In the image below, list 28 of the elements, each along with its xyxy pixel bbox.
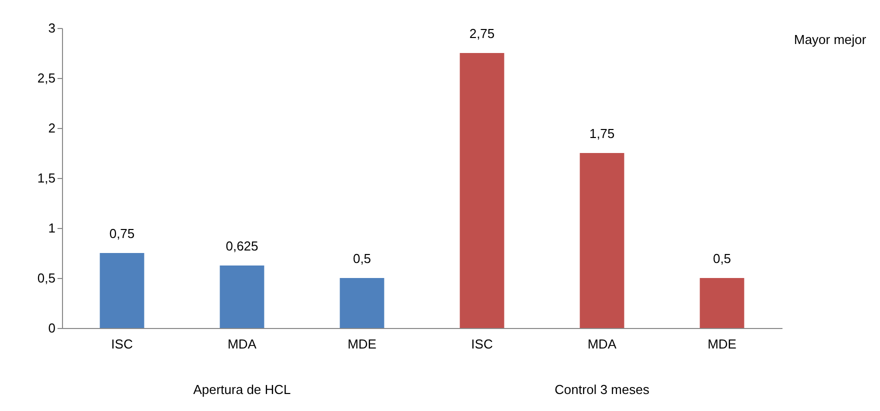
data-label: 0,5 [352,251,372,266]
y-tick-label: 3 [48,20,56,36]
text: Mayor mejor [794,32,867,47]
x-tick-label: MDE [348,336,377,352]
bar [580,153,624,328]
x-tick-label: ISC [471,336,493,352]
data-label: 2,75 [469,26,495,41]
x-tick-label: MDE [708,336,737,352]
x-tick-label: ISC [111,336,133,352]
bar [700,278,744,328]
data-label: 0,5 [712,251,732,266]
x-tick-label: MDA [228,336,257,352]
text: Apertura de HCL [193,382,291,397]
y-tick-label: 2,5 [37,70,56,86]
y-tick-label: 1,5 [37,170,56,186]
y-tick-label: 0 [48,320,56,336]
text: Control 3 meses [554,382,650,397]
data-label: 0,75 [109,226,135,241]
bar [460,53,504,328]
data-label: 1,75 [589,126,615,141]
data-label: 0,625 [226,238,258,254]
bar [100,253,144,328]
bar [220,266,264,328]
y-tick-label: 0,5 [37,270,56,286]
y-tick-label: 2 [48,120,56,136]
y-tick-label: 1 [48,220,56,236]
x-tick-label: MDA [588,336,617,352]
bar [340,278,384,328]
